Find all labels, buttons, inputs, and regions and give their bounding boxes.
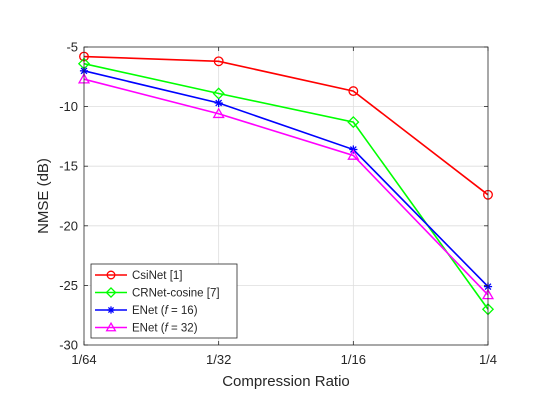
plot-border: [83, 46, 489, 346]
legend-label: ENet (f = 32): [132, 323, 198, 335]
legend-label: ENet (f = 16): [132, 305, 198, 317]
legend-label-part: = 32): [168, 323, 198, 335]
series-lines: [83, 55, 489, 310]
series-line-3: [83, 70, 489, 288]
x-tick-label: 1/64: [71, 352, 96, 367]
series-line-1: [83, 55, 489, 196]
series-line-4: [83, 78, 489, 296]
legend-label: CRNet-cosine [7]: [132, 288, 220, 300]
circle-marker: [348, 86, 359, 97]
star-stroke: [107, 306, 115, 314]
y-tick-label: -25: [59, 278, 78, 293]
legend-label-part: f: [165, 305, 170, 317]
triangle-marker: [212, 107, 225, 119]
x-tick-label: 1/4: [479, 352, 497, 367]
x-tick-label: 1/32: [206, 352, 231, 367]
y-tick-label: -30: [59, 338, 78, 353]
x-axis-label: Compression Ratio: [222, 373, 350, 390]
grid: [84, 47, 488, 345]
star-stroke: [215, 99, 223, 107]
circle-marker: [213, 56, 224, 67]
y-tick-label: -10: [59, 99, 78, 114]
star-marker: [214, 98, 223, 108]
triangle-marker: [347, 149, 360, 160]
legend-box: [90, 263, 238, 339]
legend-label-part: f: [165, 323, 170, 335]
star-marker: [107, 306, 115, 314]
axis-ticks: 1/64 1/32 1/16 1/4 -5 -10 -15 -20 -25 -30: [59, 40, 497, 368]
legend-label: CsiNet [1]: [132, 270, 183, 282]
diamond-marker: [347, 116, 360, 129]
circle-marker: [106, 270, 116, 280]
y-axis-label: NMSE (dB): [35, 158, 52, 234]
diamond-marker: [212, 87, 225, 100]
legend-label-part: = 16): [168, 305, 198, 317]
series-line-2: [83, 62, 489, 310]
y-tick-label: -20: [59, 218, 78, 233]
legend: CsiNet [1]CRNet-cosine [7]ENet (f = 16)E…: [90, 263, 238, 339]
y-tick-label: -5: [66, 40, 78, 55]
diamond-marker: [105, 287, 117, 298]
x-tick-label: 1/16: [341, 352, 366, 367]
legend-label-part: ENet (: [132, 305, 165, 317]
y-tick-label: -15: [59, 159, 78, 174]
legend-label-part: ENet (: [132, 323, 165, 335]
triangle-marker: [105, 321, 117, 332]
